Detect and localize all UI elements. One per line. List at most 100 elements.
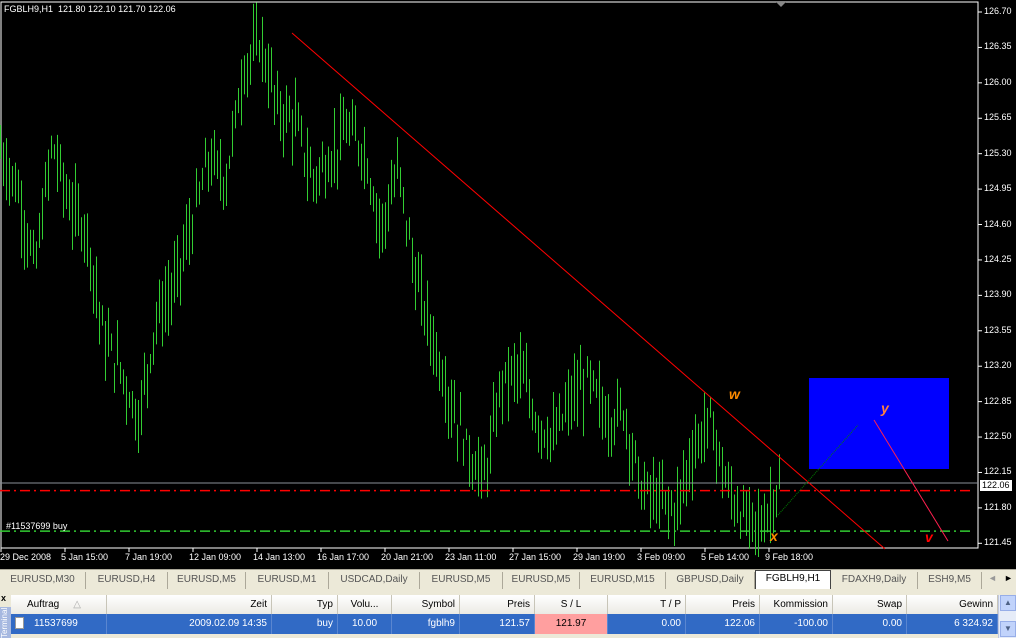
order-label: #11537699 buy [6,521,68,531]
column-header-label: T / P [660,599,681,610]
column-header-label: Preis [732,599,755,610]
wave-label-x: x [770,528,778,544]
close-terminal-button[interactable]: x [1,593,7,603]
column-header-typ[interactable]: Typ [272,595,338,614]
cell-s-l: 121.97 [535,614,608,634]
column-header-t-p[interactable]: T / P [608,595,686,614]
projection-line-up [777,424,859,516]
cell-value: 0.00 [661,618,681,629]
time-tick-label: 20 Jan 21:00 [381,552,434,562]
tab-fgblh9-h1[interactable]: FGBLH9,H1 [755,570,831,590]
scroll-up-icon[interactable]: ▲ [1000,595,1016,611]
column-header-s-l[interactable]: S / L [535,595,608,614]
tab-eurusd-m30[interactable]: EURUSD,M30 [0,572,86,589]
cell-gewinn: 6 324.92 [907,614,998,634]
time-tick-label: 7 Jan 19:00 [125,552,173,562]
price-tick-label: 123.90 [984,289,1012,300]
cell-value: fgblh9 [427,618,455,629]
sort-ascending-icon: △ [73,599,81,610]
tab-eurusd-m15[interactable]: EURUSD,M15 [580,572,666,589]
current-price-label: 122.06 [980,480,1012,491]
tab-scroll-left-icon[interactable]: ◄ [988,573,997,583]
cell-value: 10.00 [351,618,378,629]
column-header-label: Volu... [350,599,379,610]
price-tick-label: 124.60 [984,218,1012,229]
cell-value: 11537699 [34,618,78,629]
column-header-kommission[interactable]: Kommission [760,595,833,614]
cell-value: 121.57 [499,618,530,629]
terminal-side-tab[interactable]: Terminal [0,607,11,638]
price-tick-label: 122.15 [984,466,1012,477]
projection-line-down [873,419,949,542]
tab-eurusd-m5[interactable]: EURUSD,M5 [503,572,580,589]
column-header-label: Symbol [421,599,455,610]
wave-label-y: y [881,400,889,416]
time-tick-label: 23 Jan 11:00 [445,552,497,562]
tab-eurusd-h4[interactable]: EURUSD,H4 [86,572,168,589]
trendline [291,32,886,550]
time-tick-label: 29 Dec 2008 [0,552,52,562]
time-tick-label: 5 Feb 14:00 [701,552,750,562]
cell-auftrag: 11537699 [11,614,107,634]
column-header-label: Zeit [250,599,267,610]
tab-fdaxh9-daily[interactable]: FDAXH9,Daily [831,572,918,589]
price-chart[interactable]: FGBLH9,H1 121.80 122.10 121.70 122.06 #1… [0,0,1016,569]
price-tick-label: 123.20 [984,360,1012,371]
chart-tabs: EURUSD,M30 EURUSD,H4 EURUSD,M5 EURUSD,M1 USD… [0,569,1016,590]
cell-swap: 0.00 [833,614,907,634]
tab-eurusd-m5[interactable]: EURUSD,M5 [168,572,246,589]
time-tick-label: 5 Jan 15:00 [61,552,109,562]
cell-value: -100.00 [794,618,828,629]
column-header-zeit[interactable]: Zeit [107,595,272,614]
price-tick-label: 126.35 [984,41,1012,52]
tab-eurusd-m1[interactable]: EURUSD,M1 [246,572,329,589]
column-header-gewinn[interactable]: Gewinn [907,595,998,614]
column-header-preis[interactable]: Preis [686,595,760,614]
scrollbar[interactable]: ▲ ▼ [998,595,1016,638]
tab-usdcad-daily[interactable]: USDCAD,Daily [329,572,420,589]
chart-frame [0,1,979,549]
column-header-label: Auftrag [27,599,60,610]
price-tick-label: 122.85 [984,395,1012,406]
column-header-label: Swap [876,599,902,610]
target-box [809,378,949,469]
price-tick-label: 125.65 [984,112,1012,123]
cell-value: 121.97 [555,618,587,629]
time-tick-label: 3 Feb 09:00 [637,552,686,562]
column-header-label: Typ [316,599,333,610]
column-header-symbol[interactable]: Symbol [392,595,460,614]
price-tick-label: 126.00 [984,76,1012,87]
cell-value: 6 324.92 [954,618,993,629]
column-header-label: Gewinn [959,599,993,610]
cell-kommission: -100.00 [760,614,833,634]
column-header-auftrag[interactable]: Auftrag △ [11,595,107,614]
cell-t-p: 0.00 [608,614,686,634]
terminal-panel: x Terminal Auftrag △ Zeit Typ Volu... Symbol P… [0,589,1016,638]
chart-title: FGBLH9,H1 121.80 122.10 121.70 122.06 [4,4,176,14]
price-tick-label: 121.45 [984,537,1012,548]
cell-value: 0.00 [882,618,902,629]
column-header-preis[interactable]: Preis [460,595,535,614]
column-header-swap[interactable]: Swap [833,595,907,614]
price-tick-label: 122.50 [984,431,1012,442]
wave-label-v: v [925,529,933,545]
chart-canvas [0,1,982,557]
cell-symbol: fgblh9 [392,614,460,634]
tab-eurusd-m5[interactable]: EURUSD,M5 [420,572,503,589]
cell-value: 122.06 [724,618,755,629]
price-tick-label: 121.80 [984,501,1012,512]
time-tick-label: 14 Jan 13:00 [253,552,306,562]
tab-gbpusd-daily[interactable]: GBPUSD,Daily [666,572,755,589]
column-header-label: Kommission [773,599,828,610]
cell-preis: 122.06 [686,614,760,634]
chart-shift-icon [776,2,786,7]
column-header-volu[interactable]: Volu... [338,595,392,614]
price-tick-label: 123.55 [984,324,1012,335]
tab-scroll-right-icon[interactable]: ► [1004,573,1013,583]
cell-volu: 10.00 [338,614,392,634]
tab-esh9-m5[interactable]: ESH9,M5 [918,572,982,589]
price-tick-label: 124.95 [984,183,1012,194]
scroll-down-icon[interactable]: ▼ [1000,621,1016,637]
time-tick-label: 29 Jan 19:00 [573,552,626,562]
cell-value: buy [316,618,333,629]
